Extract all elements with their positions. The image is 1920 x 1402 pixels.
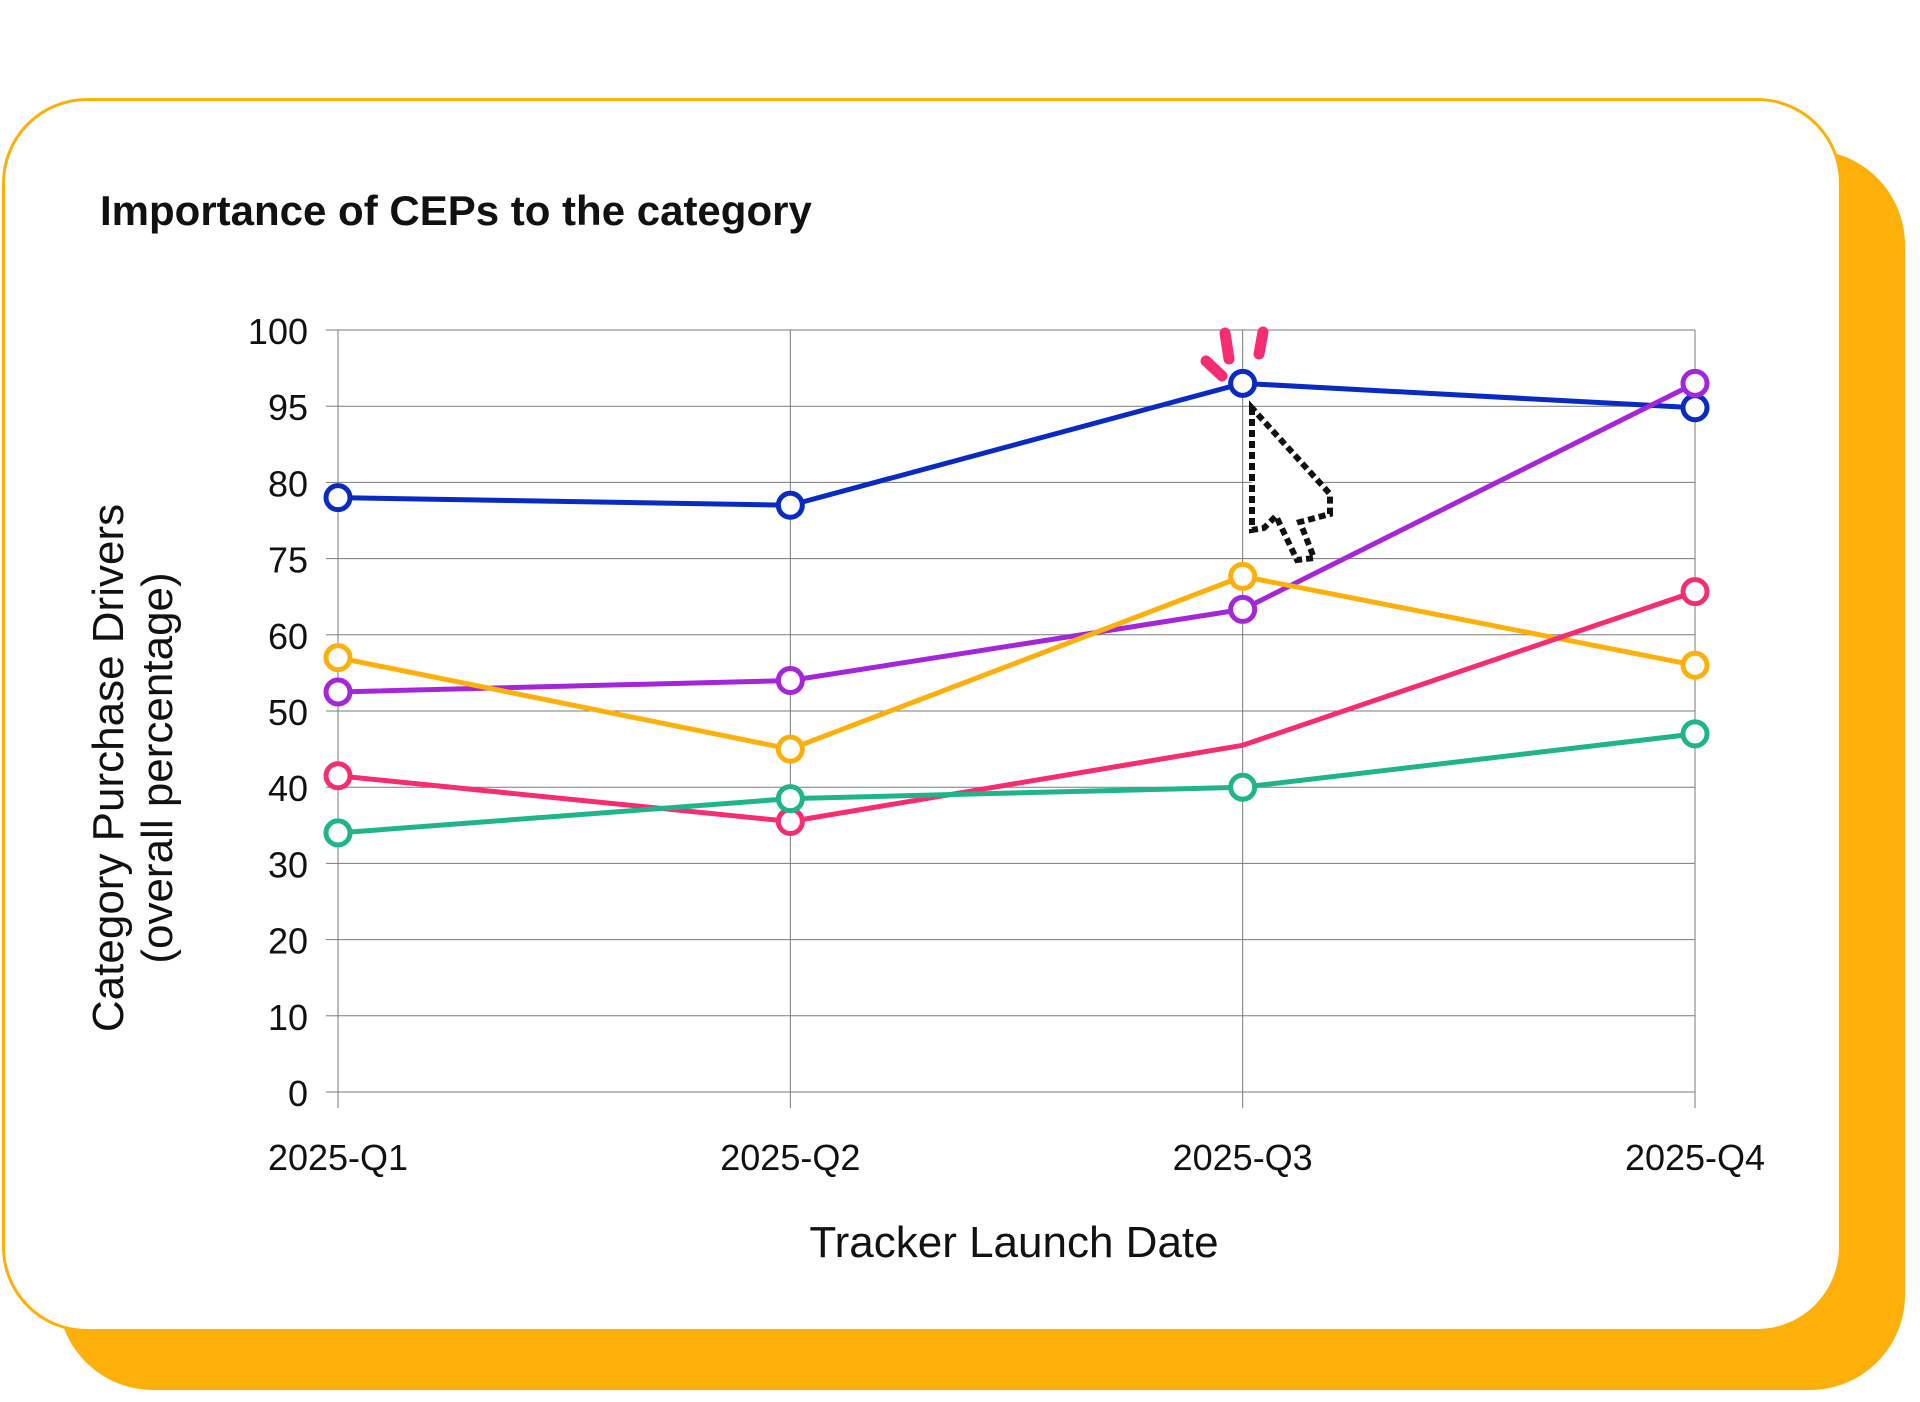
data-point[interactable] [1680, 577, 1710, 607]
x-axis-ticks: 2025-Q1 2025-Q2 2025-Q3 2025-Q4 [268, 1137, 1765, 1178]
data-point[interactable] [1228, 561, 1258, 591]
y-tick-label: 95 [268, 387, 308, 428]
y-axis-ticks: 0 10 20 30 40 50 60 75 80 95 100 [248, 311, 338, 1114]
series-lines [323, 368, 1710, 848]
data-point[interactable] [775, 666, 805, 696]
y-tick-label: 40 [268, 768, 308, 809]
series-line-4 [337, 731, 1696, 836]
x-tick-label: 2025-Q4 [1625, 1137, 1765, 1178]
y-tick-label: 30 [268, 844, 308, 885]
series-line-2 [337, 573, 1696, 752]
data-point[interactable] [1680, 393, 1710, 423]
y-tick-label: 100 [248, 311, 308, 352]
y-tick-label: 50 [268, 692, 308, 733]
x-tick-label: 2025-Q1 [268, 1137, 408, 1178]
y-tick-label: 0 [288, 1073, 308, 1114]
series-line-0 [337, 380, 1696, 508]
y-tick-label: 80 [268, 463, 308, 504]
data-point[interactable] [323, 643, 353, 673]
x-axis-label: Tracker Launch Date [809, 1218, 1218, 1267]
x-tick-label: 2025-Q3 [1173, 1137, 1313, 1178]
y-axis-label-line1: Category Purchase Drivers [84, 504, 133, 1032]
x-tick-label: 2025-Q2 [720, 1137, 860, 1178]
data-point[interactable] [323, 761, 353, 791]
data-point[interactable] [323, 677, 353, 707]
chart-grid [337, 329, 1696, 1108]
data-point[interactable] [1680, 719, 1710, 749]
data-point[interactable] [1228, 772, 1258, 802]
series-line-3 [337, 589, 1696, 824]
data-point[interactable] [1228, 368, 1258, 398]
chart-title: Importance of CEPs to the category [100, 187, 812, 234]
data-point[interactable] [1228, 594, 1258, 624]
y-axis-label-line2: (overall percentage) [133, 572, 182, 963]
data-point[interactable] [323, 818, 353, 848]
y-tick-label: 60 [268, 616, 308, 657]
series-line-1 [337, 381, 1697, 695]
chart-card [2, 98, 1842, 1332]
data-point[interactable] [775, 784, 805, 814]
y-tick-label: 75 [268, 540, 308, 581]
data-point[interactable] [775, 734, 805, 764]
pointer-cursor-icon [1249, 400, 1333, 564]
y-tick-label: 10 [268, 997, 308, 1038]
y-tick-label: 20 [268, 921, 308, 962]
click-sparkle-icon [1200, 326, 1269, 382]
data-point[interactable] [323, 483, 353, 513]
data-point[interactable] [1680, 650, 1710, 680]
data-point[interactable] [775, 490, 805, 520]
data-point[interactable] [1680, 368, 1710, 398]
